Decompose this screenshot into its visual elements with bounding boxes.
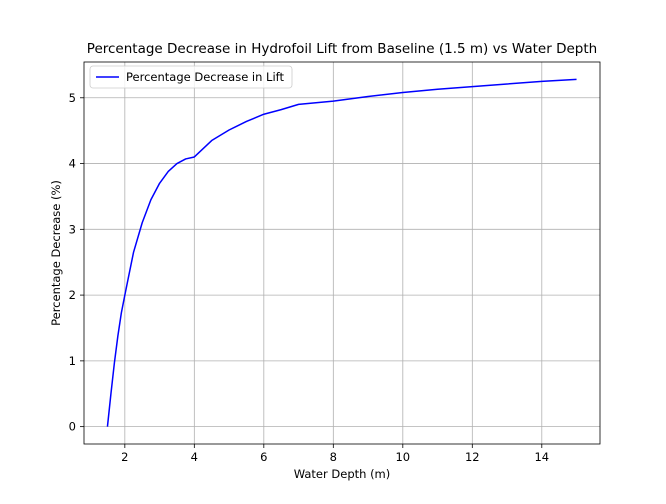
- x-tick-label: 4: [191, 450, 198, 464]
- x-tick-label: 10: [395, 450, 410, 464]
- x-tick-label: 6: [260, 450, 267, 464]
- chart-title: Percentage Decrease in Hydrofoil Lift fr…: [87, 41, 597, 57]
- x-tick-label: 12: [465, 450, 480, 464]
- series-line: [106, 78, 577, 427]
- y-tick-label: 5: [69, 91, 76, 105]
- plot-frame: [83, 61, 601, 445]
- x-axis-label: Water Depth (m): [294, 467, 391, 481]
- y-tick-label: 1: [69, 354, 76, 368]
- x-tick-label: 8: [330, 450, 337, 464]
- y-tick-label: 0: [69, 420, 76, 434]
- legend-label: Percentage Decrease in Lift: [126, 70, 285, 84]
- legend-box: [89, 65, 293, 89]
- y-tick-label: 2: [69, 288, 76, 302]
- x-tick-label: 14: [534, 450, 549, 464]
- series-layer: [106, 78, 577, 427]
- legend: Percentage Decrease in Lift: [89, 65, 293, 89]
- x-tick-label: 2: [121, 450, 128, 464]
- y-tick-label: 4: [69, 157, 76, 171]
- y-axis-label: Percentage Decrease (%): [49, 180, 63, 326]
- y-tick-label: 3: [69, 222, 76, 236]
- grid: [84, 62, 600, 444]
